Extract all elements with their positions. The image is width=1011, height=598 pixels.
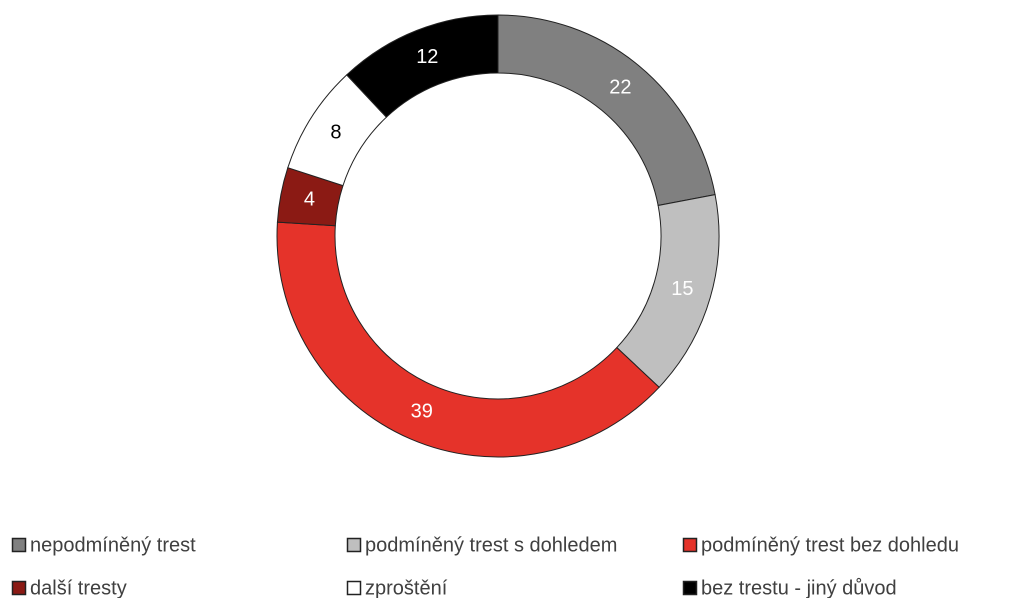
legend-swatch xyxy=(682,537,698,553)
data-label: 12 xyxy=(416,46,438,68)
data-label: 22 xyxy=(609,76,631,98)
data-label: 39 xyxy=(411,400,433,422)
legend-label: podmíněný trest bez dohledu xyxy=(701,534,959,556)
data-label: 8 xyxy=(330,121,341,143)
legend-label: podmíněný trest s dohledem xyxy=(365,534,617,556)
donut-segment xyxy=(497,14,716,207)
legend-swatch xyxy=(346,537,362,553)
legend-label: nepodmíněný trest xyxy=(30,534,196,556)
data-label: 4 xyxy=(304,188,315,210)
legend-label: zproštění xyxy=(365,577,448,598)
donut-segment xyxy=(276,221,660,458)
legend-label: další tresty xyxy=(30,577,127,598)
legend-swatch xyxy=(346,580,362,596)
data-label: 15 xyxy=(671,278,693,300)
legend-swatch xyxy=(11,580,27,596)
legend-label: bez trestu - jiný důvod xyxy=(701,577,897,598)
legend-swatch xyxy=(682,580,698,596)
donut-segment xyxy=(346,14,499,118)
legend-swatch xyxy=(11,537,27,553)
donut-segment xyxy=(616,194,720,388)
